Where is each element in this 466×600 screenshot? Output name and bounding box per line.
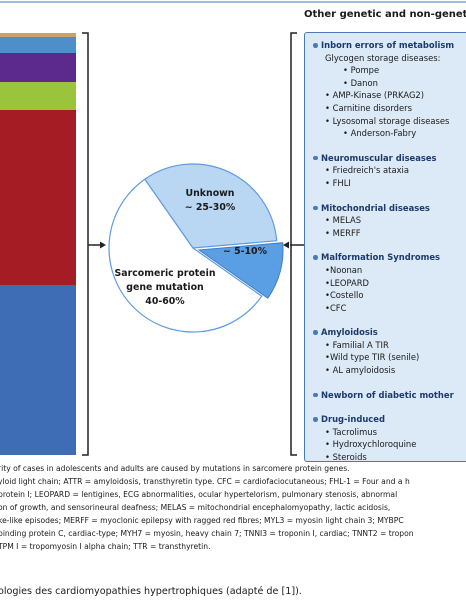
pie-slice	[197, 242, 284, 299]
list-item: • Carnitine disorders	[325, 102, 412, 113]
section-title: Mitochondrial diseases	[313, 202, 454, 215]
list-item: • Steroids	[325, 452, 367, 462]
list-item: •LEOPARD	[325, 277, 370, 288]
section-title: Newborn of diabetic mother	[313, 389, 454, 402]
pie-label: Unknown	[186, 188, 235, 199]
list-item: Glycogen storage diseases:	[325, 52, 441, 63]
note-line: protein I; LEOPARD = lentigines, ECG abn…	[0, 490, 398, 499]
list-item: • Lysosomal storage diseases	[325, 115, 450, 126]
list-subitem: • Danon	[343, 77, 378, 88]
note-line: ke-like episodes; MERFF = myoclonic epil…	[0, 516, 404, 525]
note-line: binding protein C, cardiac-type; MYH7 = …	[0, 529, 414, 538]
list-item: • AL amyloidosis	[325, 365, 396, 376]
list-item: •Noonan	[325, 264, 363, 275]
section: Drug-induced • Tacrolimus • Hydroxychloroq…	[313, 413, 454, 462]
heading: Other genetic and non-genetic	[304, 9, 466, 20]
note-line: TPM I = tropomyosin I alpha chain; TTR =…	[0, 542, 211, 551]
list-item: • Tacrolimus	[325, 426, 377, 437]
bar-segment	[0, 82, 76, 110]
causes-box: Inborn errors of metabolism Glycogen stor…	[304, 32, 466, 462]
list-item: • AMP-Kinase (PRKAG2)	[325, 90, 425, 101]
list-subitem: • Anderson-Fabry	[343, 128, 417, 139]
list-item: • Familial A TIR	[325, 339, 389, 350]
pie-label: ~ 25-30%	[185, 202, 236, 213]
pie: Unknown ~ 25-30% ~ 5-10% Sarcomeric prot…	[108, 163, 284, 333]
section-title: Neuromuscular diseases	[313, 152, 454, 165]
list-subitem: • Pompe	[343, 65, 380, 76]
pie-label: gene mutation	[126, 282, 203, 293]
note-line: yloid light chain; ATTR = amyloidosis, t…	[0, 477, 410, 486]
section: Mitochondrial diseases • MELAS • MERFF	[313, 202, 454, 240]
stacked-bar	[0, 33, 76, 455]
section: Inborn errors of metabolism Glycogen stor…	[313, 39, 454, 140]
section: Malformation Syndromes •Noonan •LEOPARD •Co…	[313, 251, 454, 314]
section-title: Drug-induced	[313, 413, 454, 426]
section-title: Amyloidosis	[313, 326, 454, 339]
bracket	[290, 32, 297, 456]
bar-segment	[0, 33, 76, 37]
list-item: • Hydroxychloroquine	[325, 439, 417, 450]
pie-label: Sarcomeric protein	[115, 268, 216, 279]
list-item: • MELAS	[325, 215, 362, 226]
pie-slice	[108, 178, 263, 333]
bar-segment	[0, 285, 76, 455]
causes-list: Inborn errors of metabolism Glycogen stor…	[313, 39, 454, 462]
bar-segment	[0, 110, 76, 285]
list-item: • MERFF	[325, 227, 361, 238]
section: Newborn of diabetic mother	[313, 389, 454, 402]
arrow-head	[100, 241, 106, 249]
caption: ologies des cardiomyopathies hypertrophi…	[0, 586, 302, 597]
list-item: •Costello	[325, 290, 364, 301]
list-item: •Wild type TIR (senile)	[325, 352, 420, 363]
pie-slice	[143, 163, 278, 249]
list-item: • FHLI	[325, 177, 351, 188]
note-line: on of growth, and sensorineural deafness…	[0, 503, 391, 512]
section-title: Inborn errors of metabolism	[313, 39, 454, 52]
section: Amyloidosis • Familial A TIR •Wild type TI…	[313, 326, 454, 376]
bracket	[82, 32, 89, 456]
section-title: Malformation Syndromes	[313, 251, 454, 264]
pie-label: 40-60%	[145, 296, 185, 307]
note-line: rity of cases in adolescents and adults …	[0, 464, 350, 473]
bar-segment	[0, 37, 76, 53]
bar-segment	[0, 53, 76, 82]
list-item: • Friedreich's ataxia	[325, 165, 409, 176]
arrow-head	[283, 241, 289, 249]
section: Neuromuscular diseases • Friedreich's ata…	[313, 152, 454, 190]
list-item: •CFC	[325, 302, 347, 313]
pie-label: ~ 5-10%	[223, 246, 268, 257]
